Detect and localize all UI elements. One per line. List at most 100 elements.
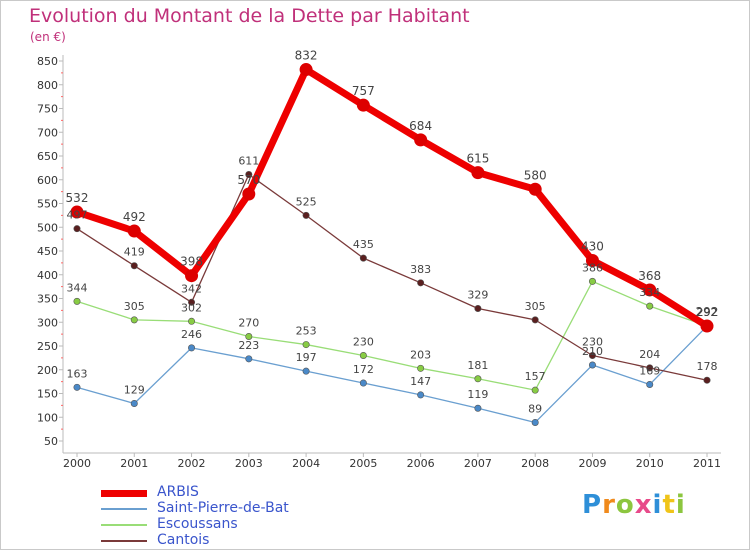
data-point-arbis <box>242 187 256 201</box>
data-label-escoussans: 181 <box>467 359 488 372</box>
data-label-saint-pierre-de-bat: 292 <box>697 306 718 319</box>
logo-letter: o <box>615 490 635 520</box>
data-label-arbis: 832 <box>295 49 318 63</box>
x-tick-label: 2010 <box>636 457 664 470</box>
data-point-saint-pierre-de-bat <box>245 355 253 363</box>
data-point-escoussans <box>646 302 654 310</box>
y-tick-label: 700 <box>37 126 58 139</box>
data-label-escoussans: 253 <box>296 325 317 338</box>
data-point-escoussans <box>417 364 425 372</box>
data-point-arbis <box>414 133 428 147</box>
data-label-cantois: 305 <box>525 300 546 313</box>
data-label-escoussans: 270 <box>238 317 259 330</box>
data-point-arbis <box>185 269 199 283</box>
y-tick-label: 500 <box>37 221 58 234</box>
data-point-saint-pierre-de-bat <box>188 344 196 352</box>
data-label-arbis: 532 <box>66 191 89 205</box>
data-label-escoussans: 305 <box>124 300 145 313</box>
x-tick-label: 2005 <box>349 457 377 470</box>
data-label-escoussans: 334 <box>639 286 660 299</box>
y-tick-label: 150 <box>37 388 58 401</box>
data-point-saint-pierre-de-bat <box>474 404 482 412</box>
logo-letter: r <box>602 490 616 520</box>
data-label-cantois: 419 <box>124 246 145 259</box>
data-label-arbis: 684 <box>409 119 432 133</box>
legend-label: Escoussans <box>157 516 238 532</box>
series-line-escoussans <box>76 280 708 391</box>
data-point-saint-pierre-de-bat <box>646 380 654 388</box>
y-tick-label: 650 <box>37 150 58 163</box>
data-label-escoussans: 386 <box>582 261 603 274</box>
x-tick-label: 2002 <box>178 457 206 470</box>
logo-letter: x <box>634 490 653 520</box>
data-point-cantois <box>703 376 711 384</box>
logo-letter: i <box>652 490 663 520</box>
data-label-arbis: 368 <box>638 269 661 283</box>
y-tick-label: 750 <box>37 103 58 116</box>
data-label-cantois: 329 <box>467 288 488 301</box>
data-label-cantois: 204 <box>639 348 660 361</box>
y-tick-label: 800 <box>37 79 58 92</box>
data-point-arbis <box>643 283 657 297</box>
chart-unit: (en €) <box>30 30 66 44</box>
data-label-arbis: 615 <box>466 152 489 166</box>
data-label-escoussans: 230 <box>353 336 374 349</box>
data-label-arbis: 757 <box>352 84 375 98</box>
logo-letter: i <box>675 490 686 520</box>
data-point-escoussans <box>302 341 310 349</box>
y-tick-label: 350 <box>37 293 58 306</box>
legend-label: ARBIS <box>157 484 199 500</box>
data-label-escoussans: 292 <box>697 306 718 319</box>
series-line-arbis <box>75 66 709 330</box>
legend-swatch <box>101 508 147 510</box>
data-point-cantois <box>646 364 654 372</box>
data-label-escoussans: 344 <box>67 281 88 294</box>
data-label-saint-pierre-de-bat: 89 <box>528 402 542 415</box>
data-label-saint-pierre-de-bat: 169 <box>639 364 660 377</box>
data-point-cantois <box>417 279 425 287</box>
data-label-escoussans: 302 <box>181 301 202 314</box>
data-label-escoussans: 203 <box>410 348 431 361</box>
data-label-cantois: 342 <box>181 282 202 295</box>
legend-swatch <box>101 490 147 497</box>
data-point-saint-pierre-de-bat <box>302 367 310 375</box>
data-label-escoussans: 157 <box>525 370 546 383</box>
data-point-cantois <box>588 351 596 359</box>
data-label-arbis: 570 <box>237 173 260 187</box>
data-label-cantois: 230 <box>582 336 603 349</box>
data-label-saint-pierre-de-bat: 172 <box>353 363 374 376</box>
proxiti-logo: Proxiti <box>582 490 686 520</box>
legend-label: Saint-Pierre-de-Bat <box>157 500 289 516</box>
data-point-arbis <box>356 98 370 112</box>
y-tick-label: 550 <box>37 198 58 211</box>
y-tick-label: 450 <box>37 245 58 258</box>
y-tick-label: 250 <box>37 340 58 353</box>
data-point-cantois <box>531 316 539 324</box>
y-tick-label: 200 <box>37 364 58 377</box>
data-point-escoussans <box>245 332 253 340</box>
data-point-saint-pierre-de-bat <box>588 361 596 369</box>
data-point-cantois <box>474 304 482 312</box>
x-tick-label: 2001 <box>120 457 148 470</box>
series-line-saint-pierre-de-bat <box>76 325 708 424</box>
data-label-cantois: 178 <box>697 360 718 373</box>
data-point-escoussans <box>188 317 196 325</box>
data-point-arbis <box>528 182 542 196</box>
legend-swatch <box>101 540 147 542</box>
data-label-arbis: 492 <box>123 210 146 224</box>
data-point-saint-pierre-de-bat <box>73 383 81 391</box>
data-label-saint-pierre-de-bat: 223 <box>238 339 259 352</box>
x-tick-label: 2003 <box>235 457 263 470</box>
legend-swatch <box>101 524 147 526</box>
y-tick-label: 100 <box>37 411 58 424</box>
logo-letter: P <box>582 490 603 520</box>
data-point-cantois <box>359 254 367 262</box>
y-tick-label: 850 <box>37 55 58 68</box>
data-label-saint-pierre-de-bat: 197 <box>296 351 317 364</box>
data-point-cantois <box>73 225 81 233</box>
data-label-cantois: 435 <box>353 238 374 251</box>
series-line-cantois <box>76 173 708 381</box>
data-label-cantois: 611 <box>238 155 259 168</box>
data-point-arbis <box>127 224 141 238</box>
